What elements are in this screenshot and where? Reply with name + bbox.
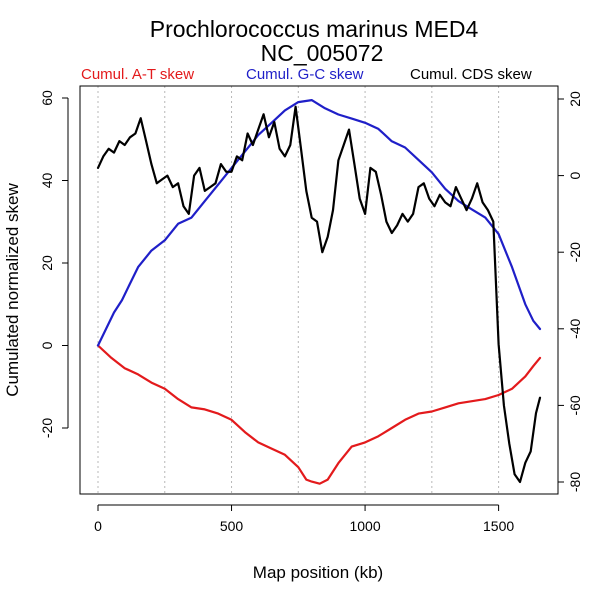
x-tick-label: 500 (220, 518, 244, 534)
x-axis-label: Map position (kb) (253, 563, 383, 582)
series-line-cds-skew (96, 105, 542, 484)
y-right-tick-label: -80 (567, 472, 583, 492)
y-right-tick-label: -60 (567, 395, 583, 415)
y-left-tick-label: 40 (39, 173, 55, 189)
y-right-tick-label: 20 (567, 91, 583, 107)
chart-subtitle: NC_005072 (261, 40, 384, 66)
y-right-tick-label: 0 (567, 171, 583, 179)
axes: 0 500 1000 1500 60 40 20 0 -20 20 0 -20 -40 -60 -80 (39, 90, 583, 534)
series-lines (96, 98, 542, 485)
series-line-at-skew (96, 344, 542, 485)
chart-title: Prochlorococcus marinus MED4 (150, 16, 479, 42)
legend-cds-skew: Cumul. CDS skew (410, 66, 532, 83)
x-tick-label: 0 (94, 518, 102, 534)
grid-lines (97, 86, 500, 494)
y-left-tick-label: 60 (39, 90, 55, 106)
y-left-tick-label: -20 (39, 418, 55, 438)
series-line-gc-skew (96, 98, 542, 347)
x-tick-label: 1000 (349, 518, 380, 534)
x-tick-label: 1500 (483, 518, 514, 534)
legend-at-skew: Cumul. A-T skew (81, 66, 194, 83)
y-left-tick-label: 0 (39, 341, 55, 349)
y-left-tick-label: 20 (39, 255, 55, 271)
y-right-tick-label: -20 (567, 242, 583, 262)
legend-gc-skew: Cumul. G-C skew (246, 66, 364, 83)
y-axis-label: Cumulated normalized skew (3, 183, 22, 397)
y-right-tick-label: -40 (567, 318, 583, 338)
